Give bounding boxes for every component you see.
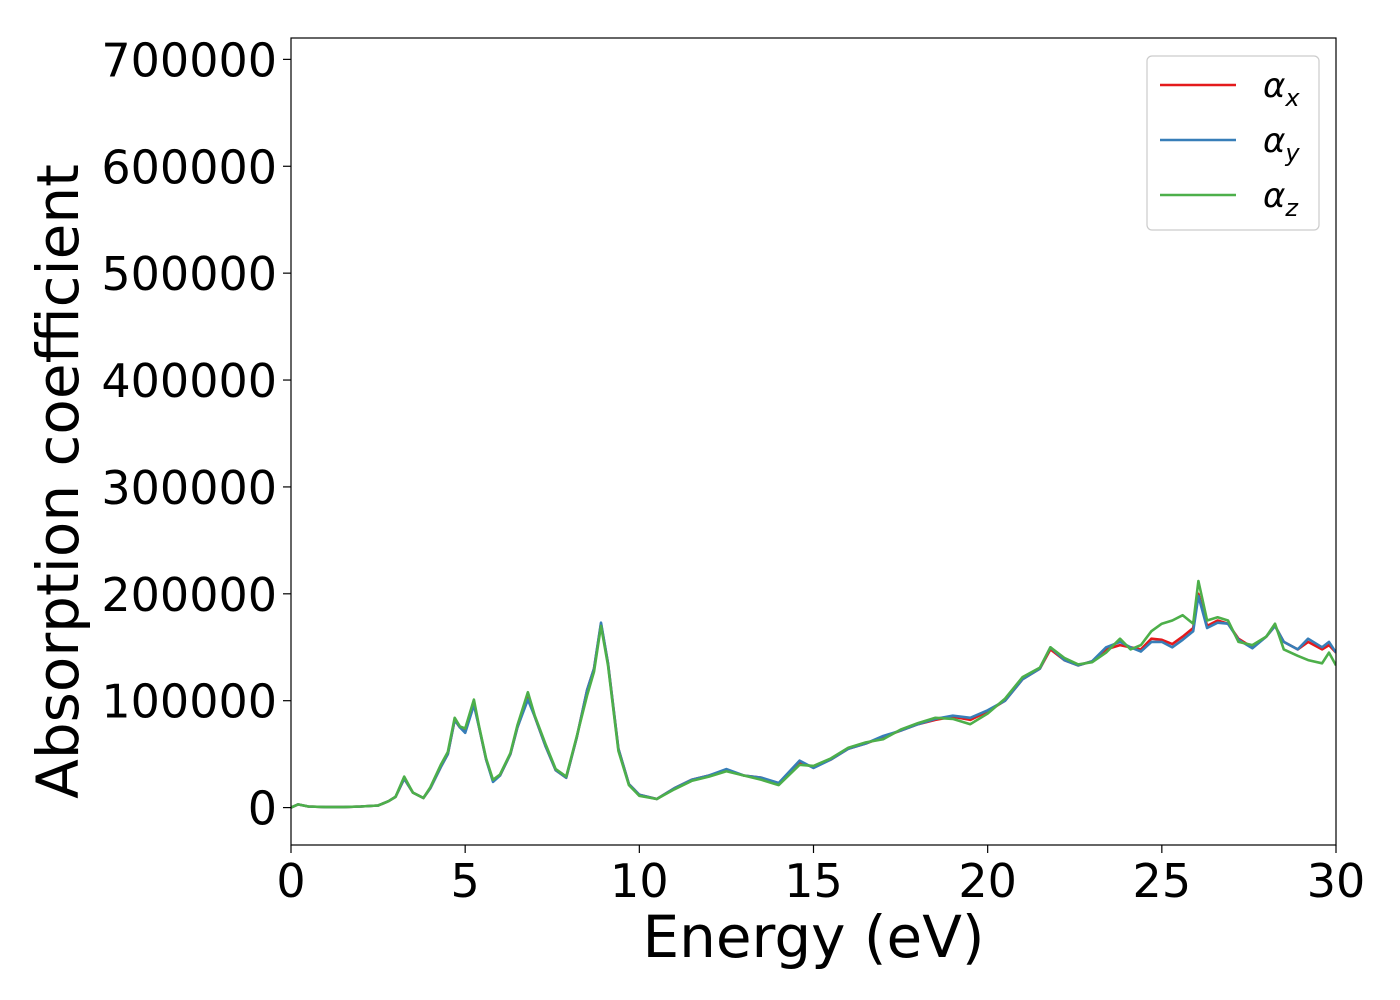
y-tick-label: 600000 xyxy=(101,140,277,194)
legend-label-x: αx xyxy=(1263,66,1300,112)
y-tick-label: 100000 xyxy=(101,675,277,729)
legend: αx αy αz xyxy=(1146,55,1320,231)
x-tick-label: 30 xyxy=(1307,854,1366,908)
legend-label-z: αz xyxy=(1263,176,1299,222)
y-tick-label: 300000 xyxy=(101,461,277,515)
x-tick-label: 25 xyxy=(1133,854,1192,908)
y-tick-label: 400000 xyxy=(101,354,277,408)
x-tick-label: 0 xyxy=(276,854,305,908)
series-line-z xyxy=(291,579,1336,809)
x-tick-label: 20 xyxy=(958,854,1017,908)
series-layer xyxy=(291,579,1336,809)
y-tick-label: 0 xyxy=(248,782,277,836)
x-tick-label: 10 xyxy=(610,854,669,908)
legend-box xyxy=(1146,55,1320,231)
x-axis-label: Energy (eV) xyxy=(642,903,984,971)
legend-label-y: αy xyxy=(1263,121,1300,167)
y-axis: 0 100000 200000 300000 400000 500000 600000 700… xyxy=(101,33,291,836)
x-tick-label: 5 xyxy=(451,854,480,908)
series-line-y xyxy=(291,594,1336,809)
y-tick-label: 200000 xyxy=(101,568,277,622)
x-axis: 0 5 10 15 20 25 30 xyxy=(276,845,1365,908)
y-tick-label: 500000 xyxy=(101,247,277,301)
series-line-x xyxy=(291,592,1336,809)
x-tick-label: 15 xyxy=(784,854,843,908)
y-axis-label: Absorption coefficient xyxy=(24,164,92,799)
y-tick-label: 700000 xyxy=(101,33,277,87)
